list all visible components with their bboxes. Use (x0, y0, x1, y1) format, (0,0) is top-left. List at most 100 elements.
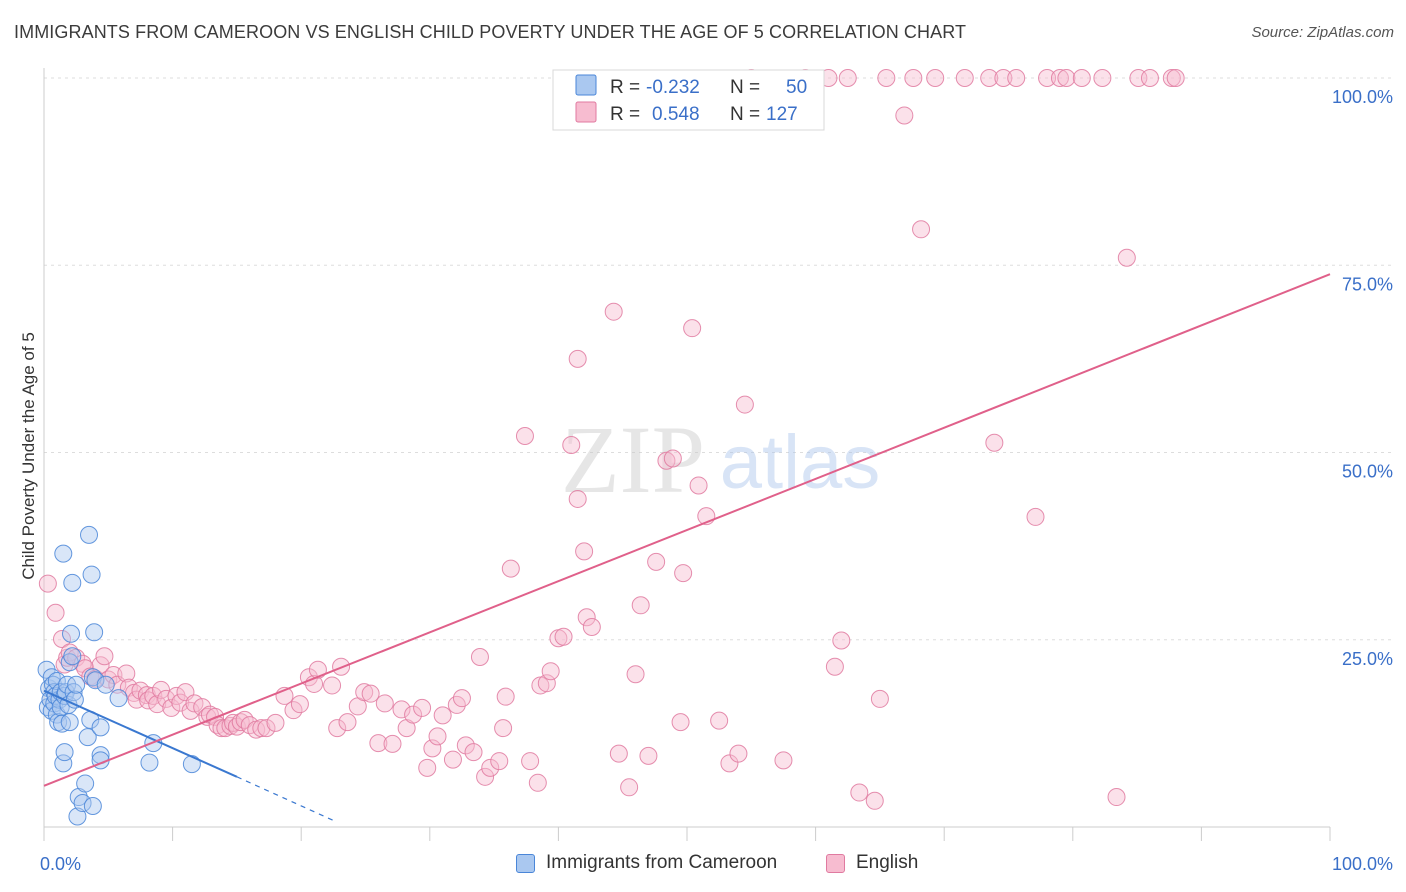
pink-point-52 (290, 695, 309, 714)
blue-point-26 (62, 624, 81, 643)
pink-point-100 (604, 302, 623, 321)
pink-point-141 (1057, 69, 1076, 87)
pink-point-55 (308, 660, 327, 679)
y-tick-label-75: 75.0% (1342, 274, 1393, 294)
english-points (38, 69, 1185, 810)
pink-point-81 (481, 758, 500, 777)
pink-point-25 (152, 680, 171, 699)
pink-point-140 (1050, 69, 1069, 87)
pink-point-85 (501, 559, 520, 578)
pink-point-59 (338, 713, 357, 732)
cameroon-trend-extension (236, 776, 335, 822)
pink-point-64 (375, 694, 394, 713)
pink-point-79 (470, 647, 489, 666)
blue-point-43 (86, 671, 105, 690)
english-swatch (826, 853, 845, 873)
pink-point-124 (838, 69, 857, 87)
pink-point-74 (443, 750, 462, 769)
blue-point-51 (182, 755, 201, 774)
legend-n-value-pink: 127 (766, 104, 798, 125)
y-axis-label: Child Poverty Under the Age of 5 (19, 332, 38, 580)
axes (43, 68, 1331, 841)
pink-point-97 (577, 608, 596, 627)
pink-point-130 (904, 69, 923, 87)
pink-point-103 (626, 665, 645, 684)
y-tick-label-100: 100.0% (1332, 87, 1393, 107)
pink-point-70 (418, 758, 437, 777)
english-legend-label: English (856, 852, 919, 873)
x-tick-label-0: 0.0% (40, 854, 81, 874)
source-label: Source: ZipAtlas.com (1251, 24, 1394, 41)
legend-pink-swatch (575, 101, 597, 123)
blue-point-36 (78, 728, 97, 747)
blue-point-47 (96, 675, 115, 694)
pink-point-65 (383, 734, 402, 753)
pink-point-66 (392, 700, 411, 719)
pink-point-83 (494, 719, 513, 738)
x-tick-label-100: 100.0% (1332, 854, 1393, 874)
pink-point-33 (193, 698, 212, 717)
pink-point-88 (528, 773, 547, 792)
pink-point-115 (720, 754, 739, 773)
pink-point-112 (689, 476, 708, 495)
pink-point-142 (1072, 69, 1091, 87)
bottom-legend-english: English (826, 852, 918, 874)
pink-point-77 (456, 736, 475, 755)
grid-lines (44, 77, 1395, 641)
blue-point-19 (55, 743, 74, 762)
bottom-legend-cameroon: Immigrants from Cameroon (516, 852, 777, 874)
pink-point-108 (663, 449, 682, 468)
blue-point-31 (67, 675, 86, 694)
blue-point-42 (85, 623, 104, 642)
pink-point-132 (926, 69, 945, 87)
pink-point-129 (895, 106, 914, 125)
pink-point-101 (609, 744, 628, 763)
pink-point-2 (53, 630, 72, 649)
pink-point-27 (162, 698, 181, 717)
pink-point-71 (423, 739, 442, 758)
pink-point-76 (452, 689, 471, 708)
blue-point-34 (73, 794, 92, 813)
blue-point-37 (80, 525, 99, 544)
blue-point-35 (76, 774, 95, 793)
blue-point-22 (58, 675, 77, 694)
pink-point-148 (1162, 69, 1181, 87)
pink-point-56 (323, 676, 342, 695)
pink-point-147 (1140, 69, 1159, 87)
watermark-atlas: atlas (720, 420, 881, 505)
cameroon-trend-line (43, 689, 238, 778)
pink-point-138 (1026, 507, 1045, 526)
pink-point-116 (729, 744, 748, 763)
legend-r-label-blue: R = (610, 77, 640, 98)
pink-point-82 (490, 752, 509, 771)
pink-point-144 (1107, 788, 1126, 807)
pink-point-126 (865, 791, 884, 810)
pink-point-143 (1093, 69, 1112, 87)
blue-point-28 (63, 647, 82, 666)
pink-point-133 (955, 69, 974, 87)
blue-point-27 (63, 573, 82, 592)
pink-point-117 (735, 395, 754, 414)
blue-point-49 (140, 753, 159, 772)
pink-point-131 (912, 220, 931, 239)
pink-point-125 (850, 783, 869, 802)
legend-r-label-pink: R = (610, 104, 640, 125)
pink-point-16 (117, 664, 136, 683)
blue-point-39 (82, 565, 101, 584)
pink-point-49 (266, 713, 285, 732)
legend-r-value-blue: -0.232 (646, 77, 700, 98)
legend-n-value-blue: 50 (786, 77, 807, 98)
pink-point-135 (985, 433, 1004, 452)
pink-point-123 (832, 631, 851, 650)
bottom-legend: Immigrants from Cameroon English (0, 852, 1406, 878)
blue-point-41 (83, 797, 102, 816)
pink-point-87 (521, 752, 540, 771)
pink-point-127 (870, 689, 889, 708)
pink-point-78 (464, 743, 483, 762)
cameroon-points (37, 525, 201, 826)
pink-point-72 (428, 727, 447, 746)
pink-point-93 (554, 627, 573, 646)
blue-point-16 (53, 714, 72, 733)
pink-point-139 (1038, 69, 1057, 87)
pink-point-128 (877, 69, 896, 87)
